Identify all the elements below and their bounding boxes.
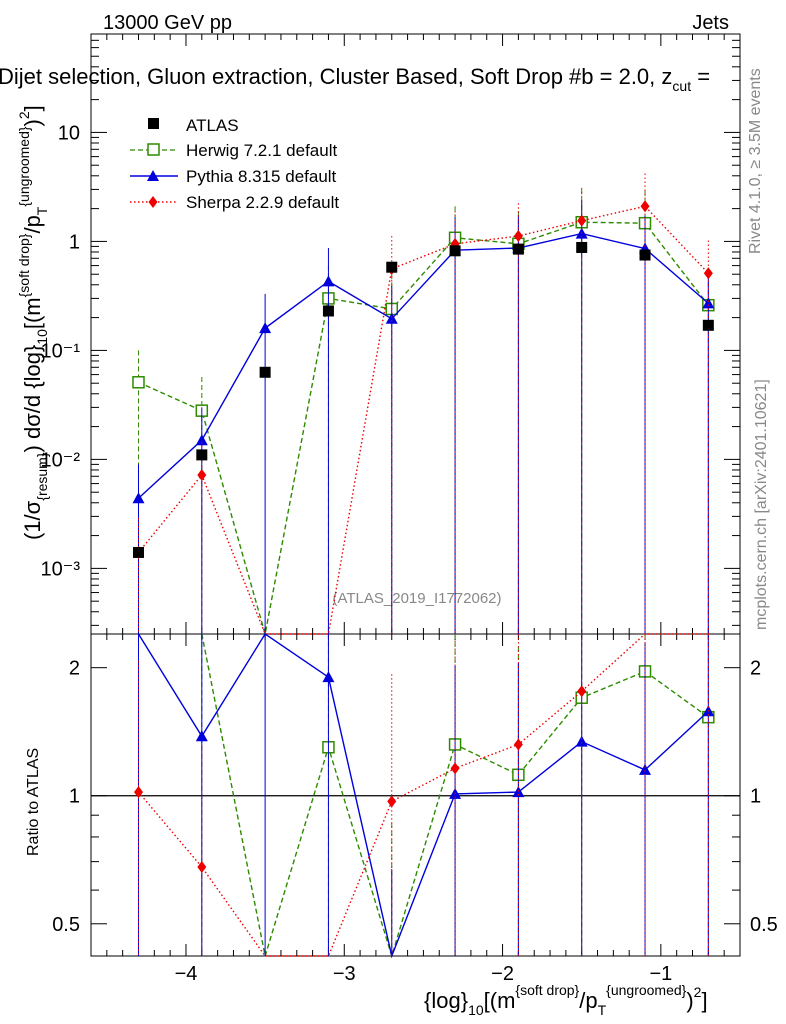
y-tick-label-main: 10⁻² <box>41 449 81 471</box>
y-tick-label-ratio: 2 <box>69 658 80 680</box>
ratio-point <box>322 671 335 683</box>
series-line <box>138 232 709 499</box>
selection-title: Dijet selection, Gluon extraction, Clust… <box>0 64 710 94</box>
y-tick-label-main: 10⁻³ <box>41 558 81 580</box>
ratio-point <box>575 735 588 747</box>
data-point <box>577 214 587 227</box>
data-point-atlas <box>386 261 398 273</box>
legend: ATLAS Herwig 7.2.1 default Pythia 8.315 … <box>130 116 339 212</box>
y-tick-label-ratio: 1 <box>69 786 80 808</box>
ratio-point <box>387 795 397 808</box>
data-point-atlas <box>576 241 588 253</box>
data-point-atlas <box>702 319 714 331</box>
ratio-point <box>639 763 652 775</box>
x-tick-label: −2 <box>491 963 514 985</box>
series-pythia <box>132 200 715 634</box>
ratio-point <box>133 786 143 799</box>
legend-pythia-marker <box>147 170 159 181</box>
y-tick-label-main: 10 <box>58 122 80 144</box>
x-tick-label: −3 <box>333 963 356 985</box>
process-label: Jets <box>692 12 729 34</box>
series-atlas <box>132 241 714 558</box>
legend-atlas-marker <box>148 118 159 129</box>
ratio-series-sherpa <box>133 633 709 957</box>
data-point-atlas <box>132 546 144 558</box>
analysis-id: (ATLAS_2019_I1772062) <box>332 590 501 607</box>
rivet-label: Rivet 4.1.0, ≥ 3.5M events <box>747 68 764 254</box>
y-tick-label-ratio-right: 0.5 <box>750 914 778 936</box>
energy-label: 13000 GeV pp <box>103 12 232 34</box>
y-tick-label-ratio: 0.5 <box>52 914 80 936</box>
y-tick-label-main: 10⁻¹ <box>41 340 81 362</box>
ratio-point <box>512 786 525 798</box>
axis-ticks: −4 −3 −2 −1 10⁻³ 10⁻² 10⁻¹ 1 10 0.5 0.5 1 1 2 2 <box>41 33 778 985</box>
ratio-series-pythia <box>137 633 715 959</box>
data-point <box>132 492 145 504</box>
data-point-atlas <box>639 249 651 261</box>
x-tick-label: −4 <box>175 963 198 985</box>
ratio-point <box>197 860 207 873</box>
y-tick-label-ratio-right: 1 <box>750 786 761 808</box>
data-point <box>195 434 208 446</box>
y-axis-title: (1/σ{resum}) dσ/d {log}10[(m{soft drop}/… <box>16 105 50 540</box>
legend-sherpa-label: Sherpa 2.2.9 default <box>186 193 339 212</box>
series-layer <box>132 173 715 959</box>
data-point-atlas <box>512 243 524 255</box>
data-point-atlas <box>196 449 208 461</box>
legend-pythia-label: Pythia 8.315 default <box>186 167 337 186</box>
ratio-line <box>137 633 709 959</box>
data-point <box>322 275 335 287</box>
x-tick-label: −1 <box>649 963 672 985</box>
series-sherpa <box>133 173 713 635</box>
ratio-point <box>577 685 587 698</box>
ratio-point <box>450 762 460 775</box>
x-axis-title: {log}10[(m{soft drop}/pT{ungroomed})2] <box>424 982 708 1018</box>
y-tick-label-ratio-right: 2 <box>750 658 761 680</box>
legend-sherpa-marker <box>148 196 158 208</box>
ratio-line <box>137 633 709 957</box>
ratio-panel-frame <box>90 633 741 957</box>
legend-atlas-label: ATLAS <box>186 116 239 135</box>
data-point <box>703 267 713 280</box>
data-point <box>385 312 398 324</box>
y-tick-label-main: 1 <box>69 231 80 253</box>
data-point <box>702 297 715 309</box>
data-point-atlas <box>259 366 271 378</box>
data-point-atlas <box>322 305 334 317</box>
series-line <box>137 205 709 635</box>
data-point <box>132 376 145 389</box>
legend-herwig-marker <box>147 143 160 156</box>
data-point <box>259 322 272 334</box>
data-point-atlas <box>449 245 461 257</box>
data-point <box>513 230 523 243</box>
mcplots-label: mcplots.cern.ch [arXiv:2401.10621] <box>753 379 770 630</box>
legend-herwig-label: Herwig 7.2.1 default <box>186 141 337 160</box>
data-point <box>640 200 650 213</box>
ratio-point <box>513 738 523 751</box>
series-herwig <box>132 189 715 635</box>
ratio-y-axis-title: Ratio to ATLAS <box>25 748 42 856</box>
data-point <box>197 468 207 481</box>
series-line <box>138 221 709 635</box>
ratio-point <box>195 730 208 742</box>
